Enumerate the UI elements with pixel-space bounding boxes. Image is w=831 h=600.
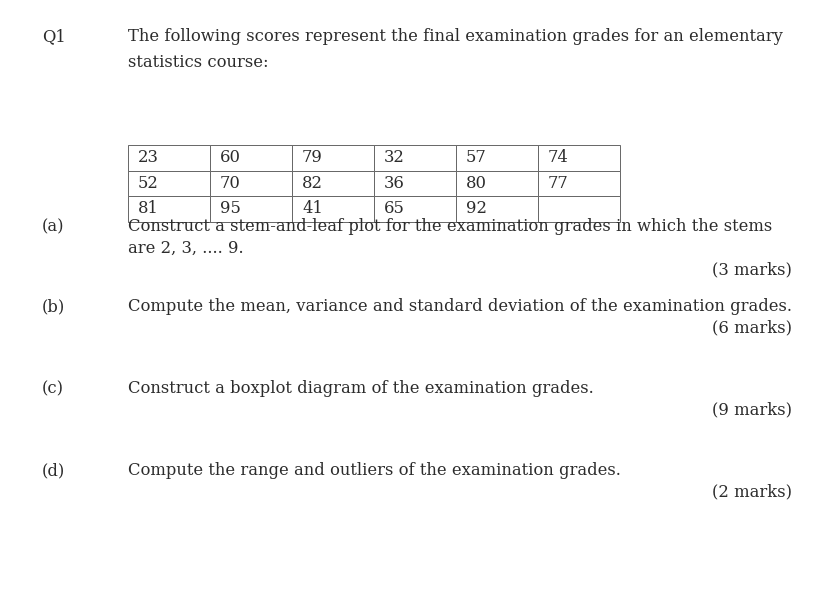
Text: 80: 80: [466, 175, 487, 192]
Text: 41: 41: [302, 200, 323, 217]
Text: (2 marks): (2 marks): [712, 483, 792, 500]
Bar: [538, 145, 620, 170]
Text: (d): (d): [42, 462, 66, 479]
Text: 77: 77: [548, 175, 568, 192]
Bar: [456, 145, 538, 170]
Bar: [128, 170, 210, 196]
Text: 57: 57: [466, 149, 487, 166]
Text: 95: 95: [220, 200, 241, 217]
Text: statistics course:: statistics course:: [128, 54, 268, 71]
Text: Compute the mean, variance and standard deviation of the examination grades.: Compute the mean, variance and standard …: [128, 298, 792, 315]
Bar: [210, 196, 292, 221]
Bar: [374, 170, 456, 196]
Bar: [292, 145, 374, 170]
Bar: [210, 145, 292, 170]
Bar: [538, 196, 620, 221]
Text: 60: 60: [220, 149, 241, 166]
Text: 23: 23: [138, 149, 159, 166]
Text: 32: 32: [384, 149, 405, 166]
Bar: [292, 170, 374, 196]
Text: (9 marks): (9 marks): [712, 401, 792, 418]
Bar: [538, 170, 620, 196]
Text: (3 marks): (3 marks): [712, 261, 792, 278]
Bar: [456, 196, 538, 221]
Bar: [210, 170, 292, 196]
Text: Construct a stem-and-leaf plot for the examination grades in which the stems: Construct a stem-and-leaf plot for the e…: [128, 218, 772, 235]
Text: Construct a boxplot diagram of the examination grades.: Construct a boxplot diagram of the exami…: [128, 380, 594, 397]
Text: (a): (a): [42, 218, 65, 235]
Text: 65: 65: [384, 200, 405, 217]
Text: (6 marks): (6 marks): [712, 319, 792, 336]
Text: 81: 81: [138, 200, 159, 217]
Bar: [128, 196, 210, 221]
Bar: [456, 170, 538, 196]
Text: are 2, 3, .... 9.: are 2, 3, .... 9.: [128, 240, 243, 257]
Bar: [374, 145, 456, 170]
Text: (b): (b): [42, 298, 66, 315]
Text: 36: 36: [384, 175, 405, 192]
Text: 92: 92: [466, 200, 487, 217]
Text: The following scores represent the final examination grades for an elementary: The following scores represent the final…: [128, 28, 783, 45]
Text: 70: 70: [220, 175, 241, 192]
Bar: [292, 196, 374, 221]
Bar: [374, 196, 456, 221]
Text: 52: 52: [138, 175, 159, 192]
Text: 82: 82: [302, 175, 323, 192]
Text: 74: 74: [548, 149, 569, 166]
Text: Q1: Q1: [42, 28, 66, 45]
Text: Compute the range and outliers of the examination grades.: Compute the range and outliers of the ex…: [128, 462, 621, 479]
Text: (c): (c): [42, 380, 64, 397]
Text: 79: 79: [302, 149, 323, 166]
Bar: [128, 145, 210, 170]
